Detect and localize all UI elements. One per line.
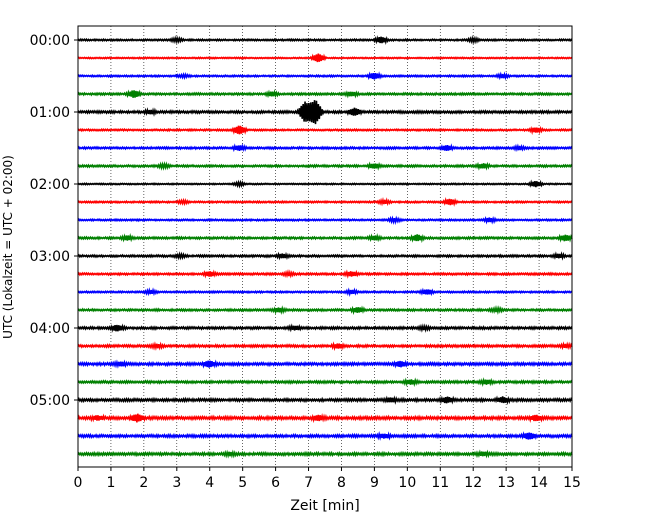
- x-tick-label: 3: [172, 475, 181, 491]
- trace-0145: [77, 161, 573, 171]
- x-tick-label: 15: [563, 475, 581, 491]
- x-tick-label: 6: [271, 475, 280, 491]
- trace-0030: [77, 71, 573, 81]
- x-tick-label: 0: [74, 475, 83, 491]
- trace-0345: [77, 305, 573, 316]
- y-tick-label: 03:00: [30, 249, 70, 265]
- trace-0215: [77, 196, 573, 207]
- x-tick-label: 5: [238, 475, 247, 491]
- trace-0015: [77, 53, 573, 63]
- trace-0000: [77, 35, 573, 45]
- y-axis-label: UTC (Lokalzeit = UTC + 02:00): [1, 155, 15, 339]
- x-tick-label: 13: [497, 475, 515, 491]
- trace-0545: [77, 449, 573, 459]
- x-axis-ticks: 0 1 2 3 4 5 6 7 8 9 10 11 12 13 14 15: [74, 467, 581, 491]
- trace-0400: [77, 323, 573, 333]
- y-tick-label: 02:00: [30, 177, 70, 193]
- x-tick-label: 12: [464, 475, 482, 491]
- trace-area: [77, 35, 573, 459]
- x-tick-label: 1: [106, 475, 115, 491]
- y-tick-label: 05:00: [30, 393, 70, 409]
- x-tick-label: 7: [304, 475, 313, 491]
- x-tick-label: 2: [139, 475, 148, 491]
- trace-0415: [77, 341, 573, 352]
- y-tick-label: 00:00: [30, 33, 70, 49]
- trace-0515: [77, 413, 573, 424]
- x-tick-label: 9: [370, 475, 379, 491]
- trace-0445: [77, 377, 573, 388]
- x-tick-label: 11: [431, 475, 449, 491]
- trace-0115: [77, 125, 573, 136]
- trace-0100: [77, 100, 573, 125]
- trace-0300: [77, 251, 573, 261]
- trace-0245: [77, 232, 573, 244]
- y-tick-label: 01:00: [30, 105, 70, 121]
- y-axis-ticks: 00:00 01:00 02:00 03:00 04:00 05:00: [30, 33, 78, 409]
- x-tick-label: 8: [337, 475, 346, 491]
- x-tick-label: 4: [205, 475, 214, 491]
- trace-0045: [77, 89, 573, 99]
- trace-0500: [77, 395, 573, 406]
- trace-0430: [77, 359, 573, 369]
- x-tick-label: 14: [530, 475, 548, 491]
- trace-0530: [77, 431, 573, 441]
- x-axis-label: Zeit [min]: [290, 498, 359, 514]
- trace-0315: [77, 269, 573, 279]
- trace-0200: [77, 179, 573, 189]
- x-tick-label: 10: [398, 475, 416, 491]
- trace-0130: [77, 143, 573, 153]
- trace-0330: [77, 287, 573, 298]
- y-tick-label: 04:00: [30, 321, 70, 337]
- plot-frame: [77, 25, 573, 468]
- trace-0230: [77, 215, 573, 226]
